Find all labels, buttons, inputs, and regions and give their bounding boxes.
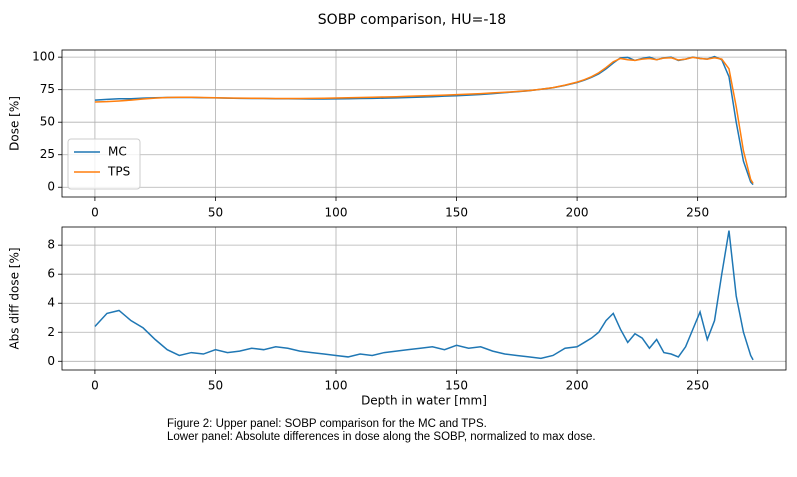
y-tick-label: 50 [40,115,55,129]
legend-label: TPS [107,165,130,179]
axes-frame [61,49,787,198]
x-tick-label: 0 [91,379,99,393]
x-tick-label: 50 [208,379,223,393]
y-tick-label: 2 [47,325,55,339]
caption: Figure 2: Upper panel: SOBP comparison f… [167,418,612,443]
x-tick-label: 250 [686,379,709,393]
legend-label: MC [108,145,127,159]
y-tick-label: 75 [40,82,55,96]
x-tick-label: 250 [686,206,709,220]
data-line [94,56,754,184]
y-tick-label: 100 [32,50,55,64]
y-tick-label: 25 [40,147,55,161]
x-tick-label: 0 [91,206,99,220]
chart-title: SOBP comparison, HU=-18 [318,12,506,28]
x-tick-label: 100 [325,206,348,220]
y-tick-label: 8 [47,238,55,252]
x-tick-label: 200 [566,379,589,393]
y-tick-label: 6 [47,267,55,281]
y-tick-label: 0 [47,180,55,194]
x-tick-label: 200 [566,206,589,220]
y-tick-label: 4 [47,296,55,310]
caption-line: Lower panel: Absolute differences in dos… [167,430,596,443]
y-axis-label: Dose [%] [8,96,22,151]
y-axis-label: Abs diff dose [%] [8,247,22,349]
data-line [94,230,754,361]
y-tick-label: 0 [47,354,55,368]
x-axis-label: Depth in water [mm] [361,394,487,408]
data-line [94,55,754,186]
x-tick-label: 100 [325,379,348,393]
x-tick-label: 150 [445,206,468,220]
chart: SOBP comparison, HU=-18 0 50 100 150 200 2500… [8,12,787,408]
x-tick-label: 50 [208,206,223,220]
axes-frame [61,226,787,371]
x-tick-label: 150 [445,379,468,393]
caption-line: Figure 2: Upper panel: SOBP comparison f… [167,418,487,430]
